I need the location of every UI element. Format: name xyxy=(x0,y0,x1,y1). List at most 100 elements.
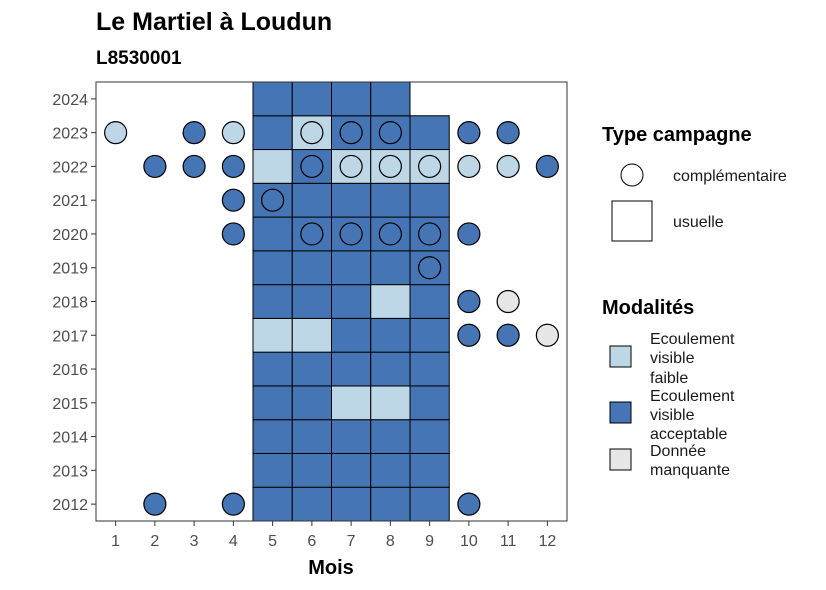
x-tick-label: 8 xyxy=(386,533,395,550)
point-2022-2 xyxy=(143,154,167,179)
point-2023-3 xyxy=(182,121,206,145)
point-2017-10 xyxy=(457,323,481,347)
x-tick-label: 12 xyxy=(538,533,556,550)
point-2020-6 xyxy=(300,222,324,246)
tile-2014-9 xyxy=(409,419,450,454)
tile-2024-7 xyxy=(331,81,372,117)
y-tick-label: 2016 xyxy=(52,362,88,379)
point-2012-4 xyxy=(221,492,245,516)
point-2012-10 xyxy=(457,492,481,516)
tile-2014-8 xyxy=(370,419,411,454)
tile-2021-8 xyxy=(370,182,411,218)
tile-2012-8 xyxy=(370,486,411,522)
tile-2017-8 xyxy=(370,317,411,353)
tile-2023-9 xyxy=(409,115,450,151)
tile-2022-5 xyxy=(252,149,293,184)
point-2020-10 xyxy=(457,222,481,246)
tile-2017-9 xyxy=(409,317,450,353)
tile-2024-5 xyxy=(252,81,293,117)
tile-2017-7 xyxy=(331,317,372,353)
chart-subtitle: L8530001 xyxy=(96,48,182,69)
tile-2016-5 xyxy=(252,351,293,387)
y-tick-label: 2023 xyxy=(52,126,88,143)
point-2018-11 xyxy=(496,289,520,314)
tile-2021-6 xyxy=(291,182,332,218)
point-2012-2 xyxy=(143,492,167,516)
legend-label-faible: faible xyxy=(650,370,688,387)
tile-2012-6 xyxy=(291,486,332,522)
point-2020-7 xyxy=(339,222,363,246)
legend-key-acceptable xyxy=(609,401,632,424)
point-2020-9 xyxy=(418,222,442,246)
legend-circle-key xyxy=(620,163,644,187)
chart-title: Le Martiel à Loudun xyxy=(96,8,332,36)
tile-2013-5 xyxy=(252,452,293,488)
point-2020-4 xyxy=(221,222,245,246)
tile-2016-7 xyxy=(331,351,372,387)
legend-usuelle-label: usuelle xyxy=(673,214,724,231)
legend-label-manquante: manquante xyxy=(650,462,730,479)
tile-2015-6 xyxy=(291,385,332,421)
point-2023-4 xyxy=(221,121,245,145)
tile-2014-7 xyxy=(331,419,372,454)
point-2022-4 xyxy=(221,154,245,179)
tile-2017-6 xyxy=(291,317,332,353)
tile-2013-7 xyxy=(331,452,372,488)
tile-2013-9 xyxy=(409,452,450,488)
point-2019-9 xyxy=(418,256,442,280)
tile-2018-7 xyxy=(331,284,372,319)
y-tick-label: 2024 xyxy=(52,92,88,109)
complementaire-points xyxy=(104,121,559,516)
y-tick-label: 2019 xyxy=(52,261,88,278)
tile-2012-5 xyxy=(252,486,293,522)
point-2023-8 xyxy=(378,121,402,145)
legend-label-faible: visible xyxy=(650,350,695,367)
legend-label-acceptable: visible xyxy=(650,407,695,424)
point-2022-8 xyxy=(378,154,402,179)
point-2020-8 xyxy=(378,222,402,246)
tile-2013-8 xyxy=(370,452,411,488)
x-tick-label: 2 xyxy=(150,533,159,550)
tile-2012-9 xyxy=(409,486,450,522)
y-tick-label: 2012 xyxy=(52,497,88,514)
tile-2021-9 xyxy=(409,182,450,218)
tile-2016-8 xyxy=(370,351,411,387)
tile-2016-9 xyxy=(409,351,450,387)
y-tick-label: 2013 xyxy=(52,463,88,480)
point-2023-6 xyxy=(300,121,324,145)
legend-modalites-title: Modalités xyxy=(602,297,694,319)
y-tick-label: 2015 xyxy=(52,396,88,413)
tile-2018-9 xyxy=(409,284,450,319)
point-2022-3 xyxy=(182,154,206,179)
tile-2015-7 xyxy=(331,385,372,421)
x-tick-label: 6 xyxy=(307,533,316,550)
tile-2018-8 xyxy=(370,284,411,319)
usuelle-tiles xyxy=(252,81,450,522)
x-axis-title: Mois xyxy=(308,557,354,579)
tile-2015-5 xyxy=(252,385,293,421)
point-2022-12 xyxy=(535,154,559,179)
point-2022-9 xyxy=(418,154,442,179)
point-2022-7 xyxy=(339,154,363,179)
point-2022-10 xyxy=(457,154,481,179)
legend-label-acceptable: Ecoulement xyxy=(650,388,735,405)
tile-2014-5 xyxy=(252,419,293,454)
point-2018-10 xyxy=(457,289,481,314)
tile-2012-7 xyxy=(331,486,372,522)
x-tick-label: 4 xyxy=(229,533,238,550)
x-tick-label: 1 xyxy=(111,533,120,550)
tile-2021-7 xyxy=(331,182,372,218)
y-tick-label: 2020 xyxy=(52,227,88,244)
legend-complementaire-label: complémentaire xyxy=(673,168,787,185)
y-axis: 2012 2013 2014 2015 2016 2017 2018 2019 2020 2021… xyxy=(52,92,96,514)
tile-2015-8 xyxy=(370,385,411,421)
tile-2024-6 xyxy=(291,81,332,117)
point-2023-10 xyxy=(457,121,481,145)
legend-square-key xyxy=(611,200,653,242)
point-2017-11 xyxy=(496,323,520,347)
x-tick-label: 5 xyxy=(268,533,277,550)
tile-2017-5 xyxy=(252,317,293,353)
y-tick-label: 2018 xyxy=(52,295,88,312)
legend-key-faible xyxy=(609,345,632,368)
